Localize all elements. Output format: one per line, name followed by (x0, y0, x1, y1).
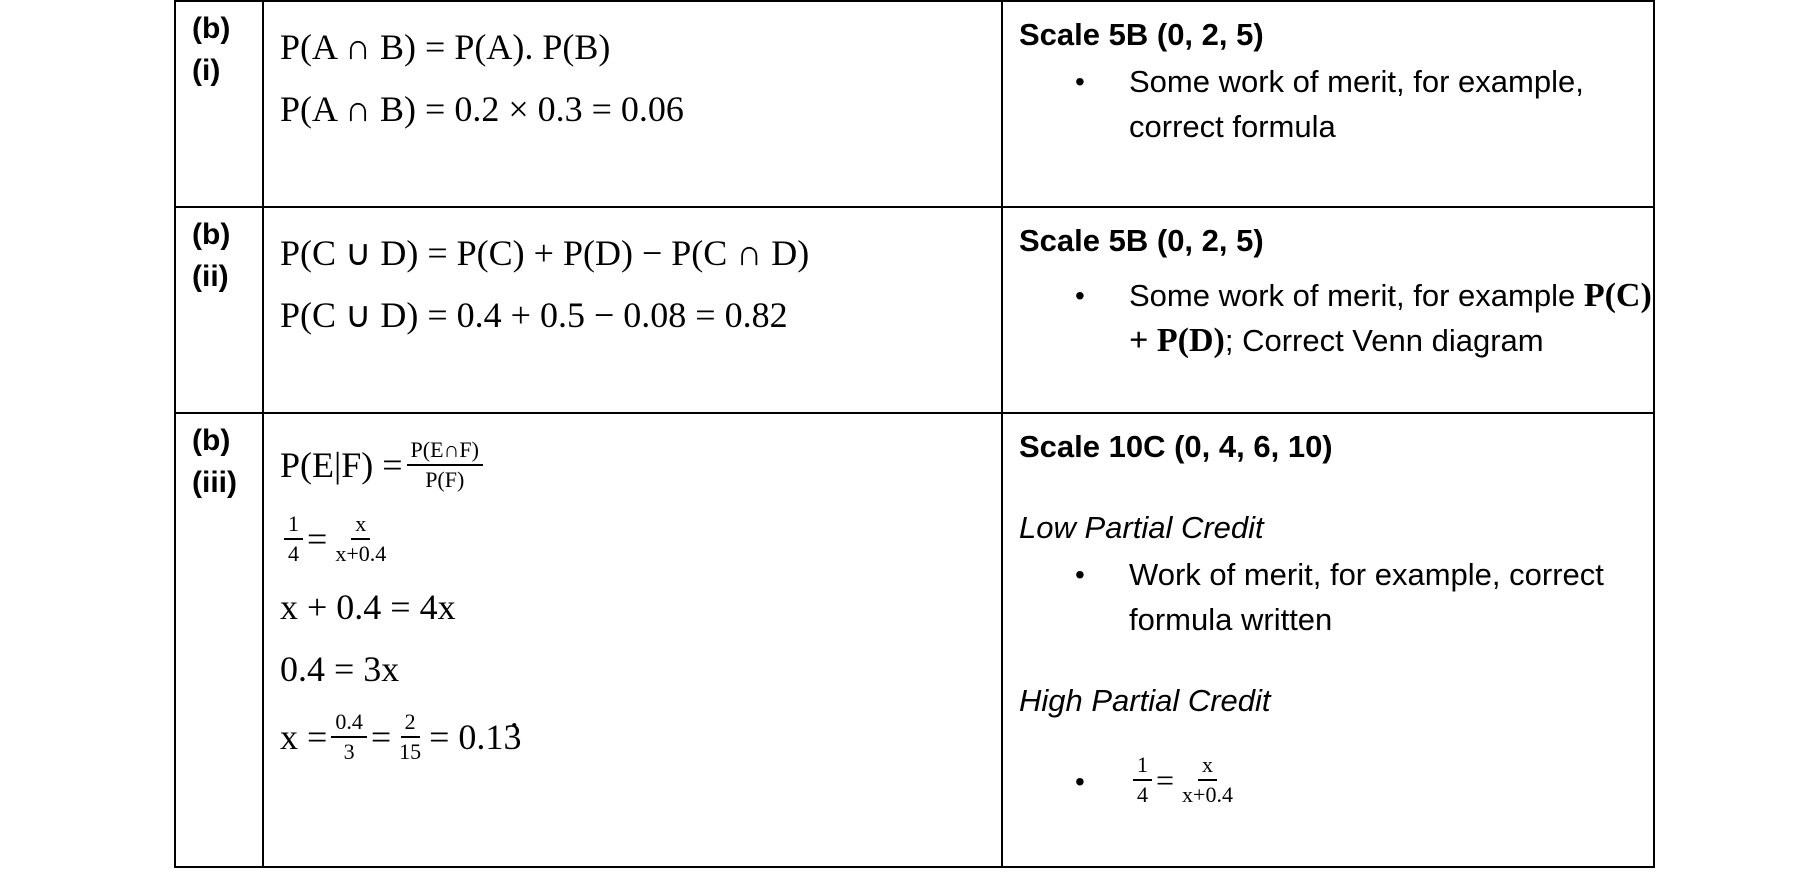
fraction: 1 4 (1133, 753, 1152, 807)
solution-line: P(A ∩ B) = P(A). P(B) (280, 27, 611, 67)
solution-line: 0.4 = 3x (280, 649, 400, 689)
solution-line: x + 0.4 = 4x (280, 587, 456, 627)
fraction-numerator: 0.4 (331, 710, 367, 738)
equals-sign: = (370, 717, 392, 757)
fraction: 1 4 (284, 512, 303, 566)
table-row: (b) (i) P(A ∩ B) = P(A). P(B) P(A ∩ B) =… (174, 0, 1655, 208)
scale-label: Scale 5B (0, 2, 5) (1019, 17, 1264, 52)
fraction-numerator: 1 (284, 512, 303, 540)
subpart-label: (ii) (192, 260, 229, 293)
table-row: (b) (ii) P(C ∪ D) = P(C) + P(D) − P(C ∩ … (174, 206, 1655, 414)
fraction-denominator: x+0.4 (335, 541, 387, 566)
part-label: (b) (192, 218, 231, 251)
marking-cell: Scale 5B (0, 2, 5) • Some work of merit,… (1001, 206, 1655, 414)
solution-line: P(A ∩ B) = 0.2 × 0.3 = 0.06 (280, 89, 684, 129)
high-credit-heading: High Partial Credit (1019, 683, 1271, 718)
part-cell: (b) (iii) (174, 412, 264, 868)
solution-cell: P(E|F) = P(E∩F) P(F) 1 4 = x x+0.4 (262, 412, 1003, 868)
fraction: 0.4 3 (331, 710, 367, 764)
bullet-math: 1 4 = x x+0.4 (1129, 753, 1241, 807)
fraction: x x+0.4 (331, 512, 390, 566)
fraction: x x+0.4 (1178, 753, 1237, 807)
fraction-numerator: P(E∩F) (406, 438, 483, 466)
bullet-text: ; Correct Venn diagram (1224, 323, 1544, 358)
table-row: (b) (iii) P(E|F) = P(E∩F) P(F) 1 4 (174, 412, 1655, 868)
solution-cell: P(A ∩ B) = P(A). P(B) P(A ∩ B) = 0.2 × 0… (262, 0, 1003, 208)
low-credit-heading: Low Partial Credit (1019, 510, 1264, 545)
fraction-numerator: 1 (1133, 753, 1152, 781)
result-prefix: = 0.1 (429, 717, 504, 757)
fraction: P(E∩F) P(F) (406, 438, 483, 492)
equals-sign: = (307, 519, 328, 559)
marking-cell: Scale 10C (0, 4, 6, 10) Low Partial Cred… (1001, 412, 1655, 868)
fraction-denominator: 4 (1137, 782, 1148, 807)
subpart-label: (i) (192, 54, 221, 87)
equals-sign: = (1156, 762, 1175, 798)
list-item: • 1 4 = x x+0.4 (1019, 745, 1653, 815)
bullet-text: Some work of merit, for example (1129, 278, 1576, 313)
list-item: • Some work of merit, for example, corre… (1019, 59, 1653, 149)
fraction-denominator: 15 (399, 739, 422, 764)
bullet-icon: • (1075, 559, 1085, 590)
conditional-lhs: P(E|F) = (280, 445, 403, 485)
solution-line: x = 0.4 3 = 2 15 = 0.1 3 (280, 700, 1001, 774)
part-cell: (b) (i) (174, 0, 264, 208)
bullet-text: Some work of merit, for example, correct… (1129, 64, 1584, 144)
bullet-icon: • (1075, 280, 1085, 311)
bullet-icon: • (1075, 766, 1085, 797)
scale-label: Scale 10C (0, 4, 6, 10) (1019, 429, 1333, 464)
recurring-digit: 3 (503, 715, 521, 759)
part-cell: (b) (ii) (174, 206, 264, 414)
part-label: (b) (192, 424, 231, 457)
scale-label: Scale 5B (0, 2, 5) (1019, 223, 1264, 258)
solution-cell: P(C ∪ D) = P(C) + P(D) − P(C ∩ D) P(C ∪ … (262, 206, 1003, 414)
solution-line: P(C ∪ D) = 0.4 + 0.5 − 0.08 = 0.82 (280, 295, 788, 335)
bullet-icon: • (1075, 66, 1085, 97)
fraction-denominator: x+0.4 (1182, 782, 1233, 807)
subpart-label: (iii) (192, 466, 237, 499)
list-item: • Work of merit, for example, correct fo… (1019, 552, 1653, 642)
solution-line: P(C ∪ D) = P(C) + P(D) − P(C ∩ D) (280, 233, 810, 273)
list-item: • Some work of merit, for example P(C) +… (1019, 273, 1653, 363)
fraction-denominator: 3 (343, 739, 355, 764)
solution-line: 1 4 = x x+0.4 (280, 502, 1001, 576)
solution-line: P(E|F) = P(E∩F) P(F) (280, 428, 1001, 502)
fraction-denominator: P(F) (425, 467, 465, 492)
fraction-numerator: 2 (400, 710, 420, 738)
fraction-numerator: x (351, 512, 371, 540)
marking-cell: Scale 5B (0, 2, 5) • Some work of merit,… (1001, 0, 1655, 208)
bullet-text: Work of merit, for example, correct form… (1129, 557, 1604, 637)
marking-scheme-table: (b) (i) P(A ∩ B) = P(A). P(B) P(A ∩ B) =… (174, 0, 1655, 868)
part-label: (b) (192, 12, 231, 45)
x-lhs: x = (280, 717, 328, 757)
bullet-math: P(C) + P(D) (1129, 277, 1652, 359)
fraction-numerator: x (1198, 753, 1217, 781)
fraction-denominator: 4 (288, 541, 299, 566)
fraction: 2 15 (395, 710, 425, 764)
